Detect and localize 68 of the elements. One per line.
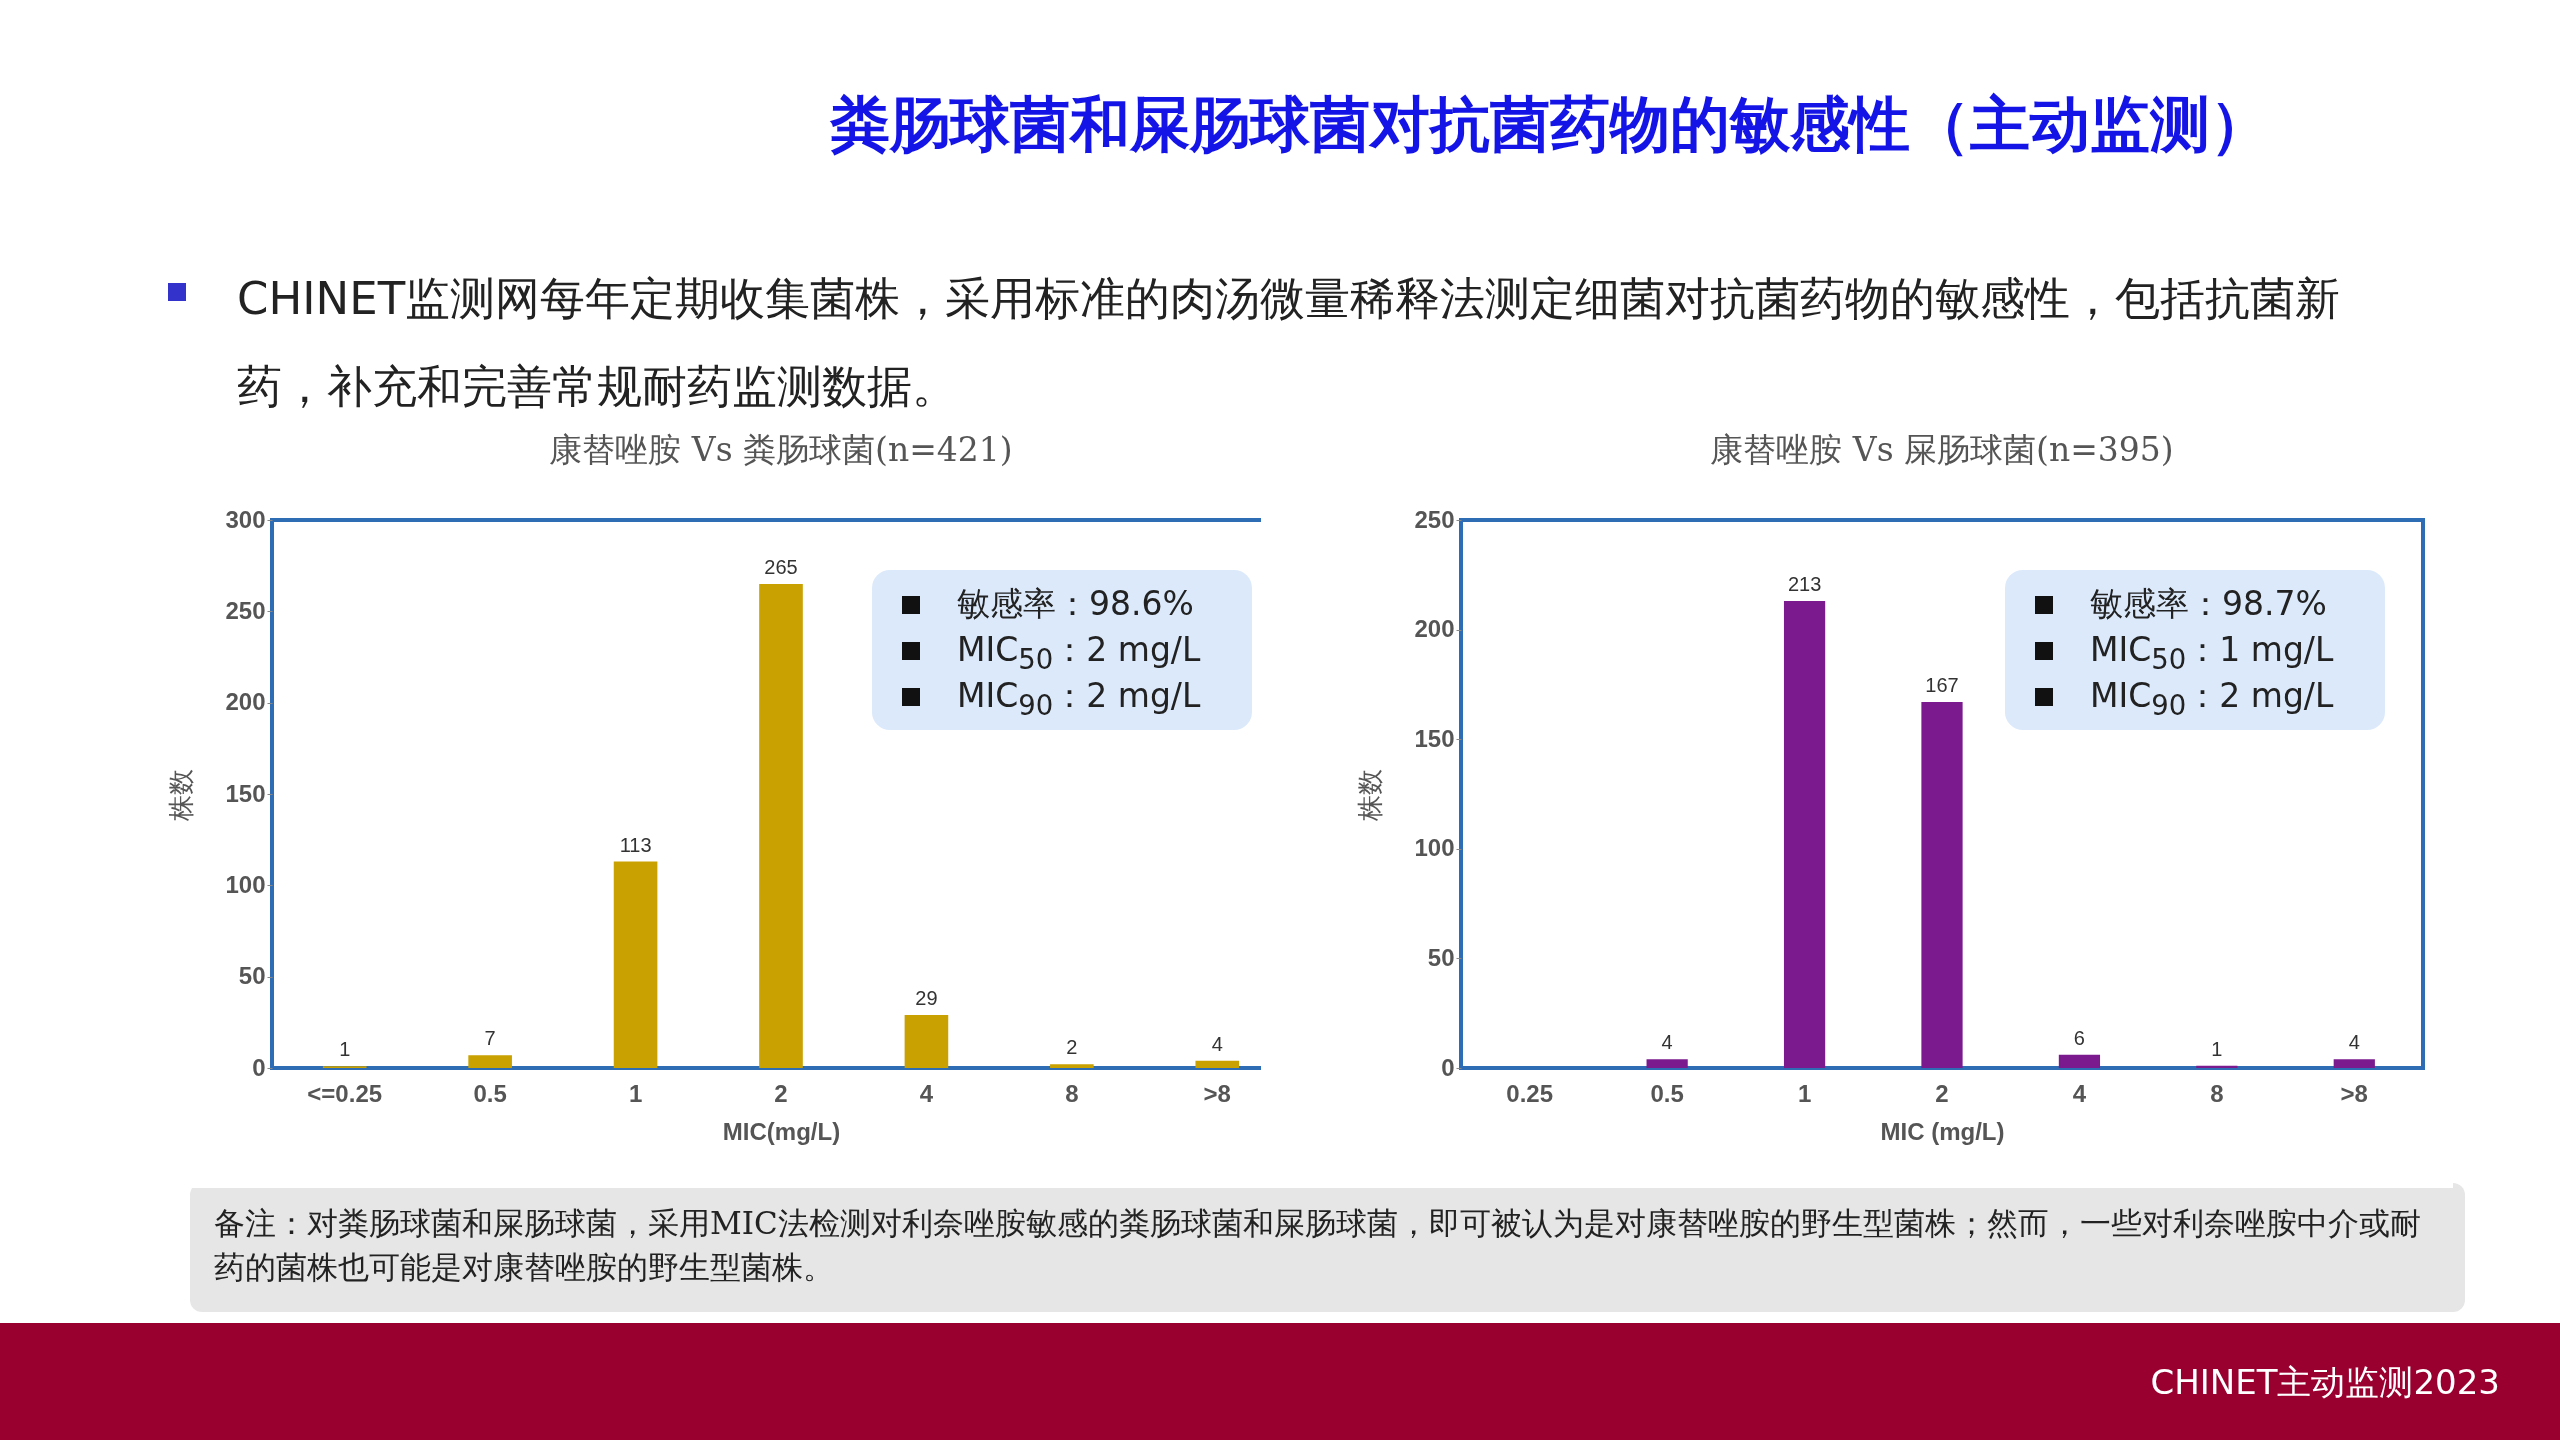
- data-label: 6: [2073, 1026, 2085, 1049]
- y-axis-title: 株数: [1355, 768, 1386, 822]
- bar: [2196, 1065, 2238, 1068]
- data-label: 113: [619, 833, 652, 856]
- text: CHINET监测网每年定期收集菌株，采用标准的肉汤微量稀释法测定细菌对抗菌药物的敏感性，包括抗菌新药，补充和完善常规耐药监测数据。: [237, 271, 2342, 415]
- y-tick-label: 200: [225, 688, 266, 716]
- x-tick-label: 8: [2210, 1079, 2224, 1107]
- text: 粪肠球菌和屎肠球菌对抗菌药物的敏感性（主动监测）: [829, 88, 2271, 161]
- data-label: 1: [339, 1038, 351, 1061]
- y-tick-label: 200: [1414, 615, 1455, 643]
- x-tick-label: 0.5: [1650, 1079, 1684, 1107]
- y-tick-label: 100: [1414, 834, 1455, 862]
- data-label: 29: [915, 987, 938, 1010]
- x-tick-label: 8: [1065, 1079, 1079, 1107]
- data-label: 213: [1787, 573, 1822, 596]
- x-tick-label: >8: [1203, 1079, 1231, 1107]
- x-tick-label: 1: [628, 1079, 643, 1107]
- chart-title: 康替唑胺 Vs 屎肠球菌(n=395): [1710, 430, 2174, 469]
- x-tick-label: 1: [1797, 1079, 1812, 1107]
- x-tick-label: 4: [919, 1079, 934, 1107]
- x-tick-label: >8: [2340, 1079, 2368, 1107]
- bar: [1783, 601, 1826, 1068]
- bar: [2333, 1059, 2375, 1068]
- data-label: 7: [484, 1027, 496, 1050]
- x-tick-label: 0.5: [473, 1079, 507, 1107]
- y-tick-label: 150: [1414, 724, 1455, 752]
- bar: [1921, 701, 1963, 1068]
- bar: [759, 583, 803, 1068]
- chart-title: 康替唑胺 Vs 粪肠球菌(n=421): [549, 430, 1013, 469]
- y-tick-label: 150: [225, 779, 266, 807]
- bar: [1646, 1059, 1688, 1068]
- annotation: 敏感率：98.6%: [957, 583, 1194, 625]
- y-tick-label: 250: [225, 596, 266, 624]
- annotation: 敏感率：98.7%: [2090, 583, 2327, 625]
- y-tick-label: 0: [252, 1053, 266, 1081]
- data-label: 265: [764, 555, 798, 578]
- bar: [2058, 1054, 2101, 1068]
- y-tick-label: 250: [1414, 505, 1455, 533]
- bar: [904, 1015, 949, 1068]
- x-axis-title: MIC (mg/L): [1880, 1117, 2005, 1145]
- y-tick-label: 300: [225, 505, 266, 533]
- y-tick-label: 50: [238, 962, 266, 990]
- x-tick-label: 2: [774, 1079, 788, 1107]
- x-axis-title: MIC(mg/L): [722, 1117, 841, 1145]
- data-label: 2: [1066, 1036, 1078, 1059]
- bar: [1050, 1064, 1094, 1068]
- text: 备注：对粪肠球菌和屎肠球菌，采用MIC法检测对利奈唑胺敏感的粪肠球菌和屎肠球菌，即可被认为是对康替唑胺的野生型菌株；然而，一些对利奈唑胺中介或耐药的菌株也可能是对康替唑胺的野生型菌株。: [190, 1183, 2465, 1312]
- data-label: 4: [1211, 1032, 1223, 1055]
- data-label: 4: [2348, 1031, 2360, 1054]
- data-label: 4: [1661, 1031, 1673, 1054]
- y-axis-title: 株数: [166, 768, 197, 822]
- x-tick-label: 2: [1935, 1079, 1949, 1107]
- x-tick-label: <=0.25: [307, 1079, 383, 1107]
- annotation: MIC$_{90}$：2 mg/L: [957, 675, 1201, 721]
- bar: [468, 1055, 512, 1068]
- bar: [613, 861, 658, 1068]
- y-tick-label: 0: [1441, 1053, 1455, 1081]
- x-tick-label: 0.25: [1506, 1079, 1554, 1107]
- y-tick-label: 50: [1427, 943, 1455, 971]
- x-tick-label: 4: [2072, 1079, 2087, 1107]
- annotation: MIC$_{50}$：2 mg/L: [957, 629, 1201, 675]
- text: CHINET主动监测2023: [2150, 1361, 2500, 1404]
- data-label: 167: [1925, 673, 1959, 696]
- data-label: 1: [2211, 1037, 2223, 1060]
- bar: [1195, 1060, 1240, 1068]
- annotation: MIC$_{50}$：1 mg/L: [2090, 629, 2334, 675]
- y-tick-label: 100: [225, 870, 266, 898]
- annotation: MIC$_{90}$：2 mg/L: [2090, 675, 2334, 721]
